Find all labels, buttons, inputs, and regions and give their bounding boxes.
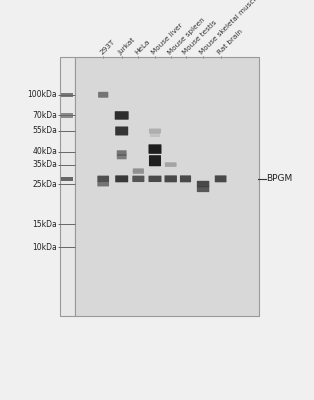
Text: 15kDa: 15kDa	[32, 220, 57, 229]
FancyBboxPatch shape	[197, 181, 209, 187]
Text: 10kDa: 10kDa	[32, 243, 57, 252]
FancyBboxPatch shape	[74, 57, 259, 316]
Text: 25kDa: 25kDa	[32, 180, 57, 188]
Text: Jurkat: Jurkat	[117, 36, 137, 56]
FancyBboxPatch shape	[115, 126, 128, 136]
FancyBboxPatch shape	[149, 144, 161, 154]
FancyBboxPatch shape	[150, 133, 160, 137]
Text: 100kDa: 100kDa	[27, 90, 57, 99]
FancyBboxPatch shape	[149, 176, 161, 182]
Text: Mouse testis: Mouse testis	[181, 19, 218, 56]
Text: BPGM: BPGM	[266, 174, 292, 183]
FancyBboxPatch shape	[61, 177, 73, 181]
Text: 35kDa: 35kDa	[32, 160, 57, 169]
FancyBboxPatch shape	[97, 182, 109, 186]
FancyBboxPatch shape	[215, 175, 226, 182]
Text: Mouse spleen: Mouse spleen	[166, 16, 206, 56]
FancyBboxPatch shape	[98, 92, 108, 98]
FancyBboxPatch shape	[60, 57, 74, 316]
Text: 55kDa: 55kDa	[32, 126, 57, 136]
FancyBboxPatch shape	[180, 175, 191, 182]
FancyBboxPatch shape	[133, 168, 144, 174]
FancyBboxPatch shape	[115, 111, 129, 120]
FancyBboxPatch shape	[117, 150, 127, 156]
FancyBboxPatch shape	[115, 175, 128, 182]
Text: 70kDa: 70kDa	[32, 111, 57, 120]
FancyBboxPatch shape	[165, 162, 176, 167]
Text: Mouse skeletal muscle: Mouse skeletal muscle	[199, 0, 261, 56]
FancyBboxPatch shape	[197, 186, 209, 192]
Text: HeLa: HeLa	[134, 38, 151, 56]
Text: 40kDa: 40kDa	[32, 147, 57, 156]
FancyBboxPatch shape	[165, 175, 177, 182]
FancyBboxPatch shape	[61, 93, 73, 97]
FancyBboxPatch shape	[149, 155, 161, 166]
FancyBboxPatch shape	[149, 128, 161, 134]
FancyBboxPatch shape	[117, 154, 127, 159]
FancyBboxPatch shape	[132, 176, 144, 182]
Text: Mouse liver: Mouse liver	[151, 22, 184, 56]
FancyBboxPatch shape	[97, 176, 109, 182]
Text: 293T: 293T	[99, 38, 116, 56]
FancyBboxPatch shape	[61, 113, 73, 118]
Text: Rat brain: Rat brain	[216, 28, 244, 56]
